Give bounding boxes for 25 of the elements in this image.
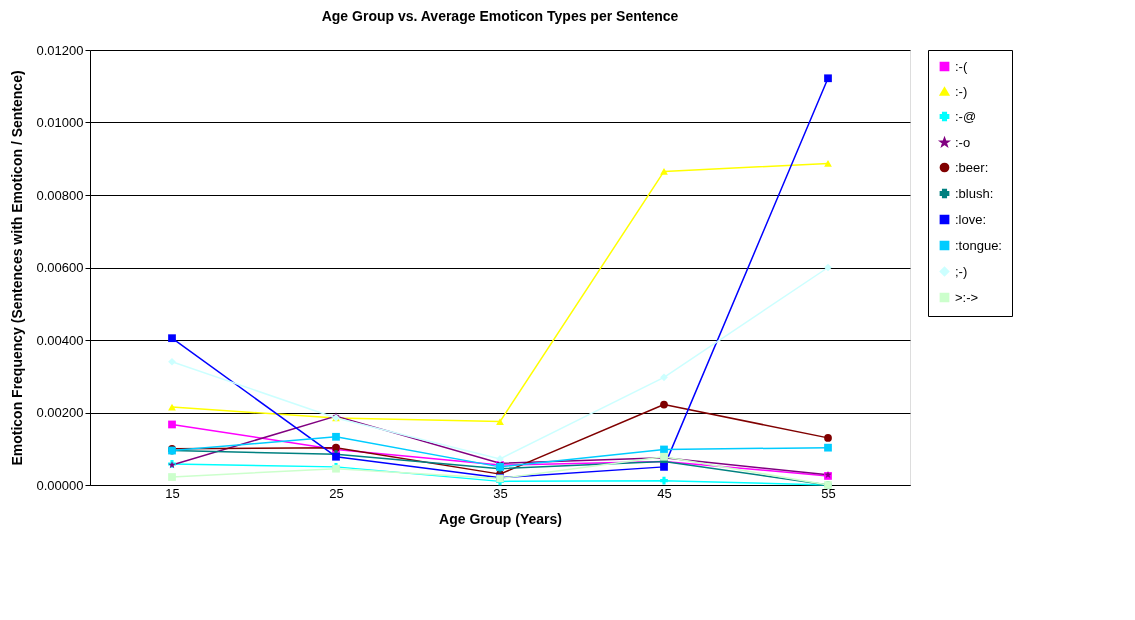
y-tick-label: 0.00400 — [36, 332, 84, 348]
legend-label: :blush: — [955, 185, 994, 201]
legend-label: :-( — [955, 58, 968, 74]
x-axis-title: Age Group (Years) — [439, 510, 562, 527]
y-tick-label: 0.00600 — [36, 260, 84, 275]
x-tick-label: 15 — [165, 485, 180, 501]
legend-label: :tongue: — [955, 237, 1002, 253]
y-tick-label: 0.00200 — [36, 405, 84, 420]
y-tick-label: 0.00000 — [36, 477, 84, 493]
legend-label: :-o — [955, 134, 971, 150]
y-tick-label: 0.01000 — [36, 115, 84, 130]
chart-title: Age Group vs. Average Emoticon Types per Sentence — [321, 8, 679, 24]
legend-label: :-@ — [955, 108, 977, 124]
legend-label: >:-> — [955, 289, 979, 305]
x-tick-label: 25 — [329, 485, 344, 501]
x-tick-label: 35 — [493, 485, 508, 501]
legend-label: :love: — [955, 211, 987, 227]
y-tick-label: 0.01200 — [36, 42, 84, 58]
y-axis-title: Emoticon Frequency (Sentences with Emoticon / Sentence) — [8, 70, 25, 466]
legend-label: ;-) — [955, 263, 968, 279]
legend-label: :-) — [955, 83, 968, 99]
y-tick-label: 0.00800 — [36, 187, 84, 203]
x-tick-label: 45 — [657, 485, 672, 501]
x-tick-label: 55 — [821, 485, 836, 501]
legend-label: :beer: — [955, 159, 989, 175]
